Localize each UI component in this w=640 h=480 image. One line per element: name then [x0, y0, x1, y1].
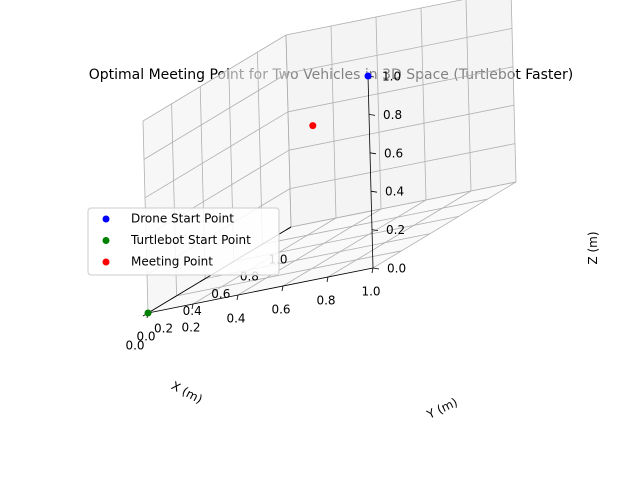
legend-marker: [102, 258, 110, 266]
z-tick-label: 0.4: [385, 185, 404, 199]
data-point: [309, 122, 317, 130]
grid-line-y: [375, 16, 382, 210]
legend-label: Turtlebot Start Point: [130, 233, 251, 247]
z-axis-label: Z (m): [586, 231, 600, 264]
legend-label: Meeting Point: [131, 255, 213, 269]
y-tick: [326, 276, 329, 283]
grid-line-y: [420, 7, 427, 201]
y-axis-line: [147, 267, 374, 314]
grid-line-z: [286, 28, 513, 74]
grid-lines: [142, 0, 517, 314]
grid-line-x: [290, 181, 517, 228]
grid-line-z: [142, 34, 287, 122]
pane-floor: [148, 182, 516, 313]
x-axis-label: X (m): [169, 379, 205, 407]
y-axis-label: Y (m): [424, 395, 460, 422]
grid-line-z: [288, 104, 515, 151]
x-tick: [285, 226, 292, 231]
legend: Drone Start Point Turtlebot Start Point Me…: [87, 207, 280, 276]
z-axis-line: [367, 75, 374, 269]
grid-line-y: [465, 0, 472, 192]
data-point: [364, 72, 372, 80]
grid-line-y: [330, 25, 337, 219]
legend-frame: [87, 207, 280, 276]
y-tick: [191, 303, 194, 310]
data-points: [144, 72, 372, 317]
z-tick-label: 0.2: [386, 223, 405, 237]
y-tick: [281, 285, 284, 292]
z-tick: [370, 190, 378, 193]
z-tick: [369, 152, 377, 155]
y-tick-label: 0.8: [316, 294, 335, 308]
y-tick-label: 0.4: [226, 312, 245, 326]
z-tick: [371, 229, 379, 231]
x-tick-label: 0.2: [154, 321, 173, 335]
grid-line-x: [262, 198, 488, 245]
grid-line-y: [510, 0, 517, 183]
grid-line-y: [282, 199, 427, 287]
z-tick: [368, 114, 376, 116]
grid-line-z: [143, 73, 288, 160]
y-tick-label: 0.6: [271, 303, 290, 317]
z-tick-label: 1.0: [382, 70, 401, 84]
y-tick-label: 1.0: [361, 285, 380, 299]
x-tick-label: 0.4: [183, 304, 202, 318]
z-tick-label: 0.0: [387, 262, 406, 276]
grid-line-z: [285, 0, 464, 36]
grid-line-z: [287, 66, 514, 113]
grid-line-z: [289, 143, 516, 189]
y-tick: [236, 294, 239, 301]
z-tick: [372, 267, 380, 270]
z-tick-label: 0.6: [384, 146, 403, 160]
y-tick: [371, 267, 374, 274]
legend-label: Drone Start Point: [131, 212, 234, 226]
z-tick-label: 0.8: [383, 108, 402, 122]
x-tick-label: 0.6: [211, 287, 230, 301]
pane-back-right: [286, 0, 516, 227]
data-point: [144, 309, 152, 317]
grid-line-y: [237, 208, 382, 296]
y-tick-label: 0.2: [181, 321, 200, 335]
grid-line-x: [176, 250, 402, 297]
x-tick: [199, 278, 206, 282]
x-tick-label: 0.0: [125, 339, 144, 353]
x-tick: [171, 295, 177, 300]
legend-marker: [102, 237, 110, 244]
grid-line-x: [285, 34, 292, 228]
grid-line-y: [372, 181, 517, 269]
y-tick-label: 0.0: [136, 330, 155, 344]
grid-line-y: [327, 190, 472, 278]
legend-marker: [102, 215, 110, 223]
grid-line-z: [144, 111, 289, 199]
